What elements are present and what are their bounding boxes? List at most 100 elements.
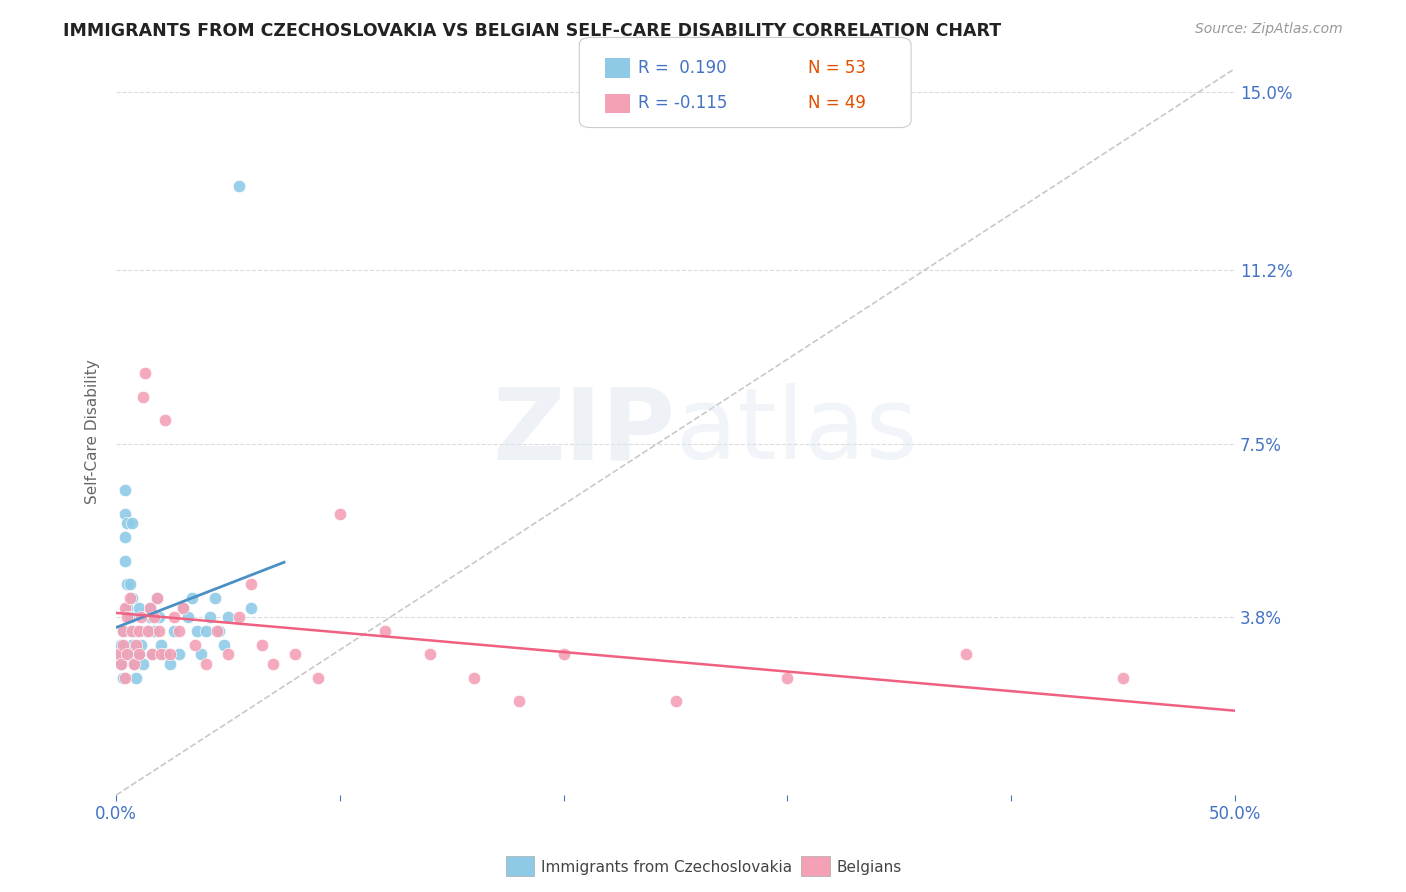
Point (117, 600, 139, 615)
Point (128, 624, 150, 638)
Text: N = 49: N = 49 (808, 95, 866, 112)
Point (163, 624, 186, 638)
Point (139, 600, 162, 615)
Point (139, 600, 162, 615)
Point (181, 591, 204, 606)
Point (125, 671, 148, 685)
Point (212, 638, 235, 652)
Point (172, 600, 194, 615)
Text: R =  0.190: R = 0.190 (638, 59, 727, 77)
Point (132, 390, 155, 404)
Point (122, 657, 145, 671)
Point (1112, 671, 1135, 685)
Point (200, 610, 222, 624)
Point (239, 577, 262, 591)
Point (250, 638, 273, 652)
Point (194, 657, 217, 671)
Point (159, 657, 181, 671)
Text: Immigrants from Czechoslovakia: Immigrants from Czechoslovakia (541, 860, 793, 874)
Point (148, 624, 170, 638)
Point (118, 610, 141, 624)
Point (262, 657, 284, 671)
Point (172, 600, 194, 615)
Point (125, 638, 148, 652)
Point (107, 648, 129, 662)
Point (134, 624, 156, 638)
Point (228, 610, 250, 624)
Point (284, 648, 307, 662)
Point (114, 530, 136, 544)
Point (114, 671, 136, 685)
Point (118, 577, 141, 591)
Point (129, 638, 152, 652)
Point (155, 648, 177, 662)
Point (177, 610, 200, 624)
Point (111, 648, 134, 662)
Point (190, 648, 212, 662)
Point (159, 648, 181, 662)
Point (141, 648, 163, 662)
Point (125, 624, 148, 638)
Point (107, 648, 129, 662)
Point (163, 610, 186, 624)
Point (139, 610, 162, 624)
Point (150, 638, 173, 652)
Point (329, 507, 352, 521)
Point (418, 648, 440, 662)
Point (228, 178, 250, 193)
Point (217, 648, 239, 662)
Point (110, 657, 132, 671)
Text: Belgians: Belgians (837, 860, 901, 874)
Y-axis label: Self-Care Disability: Self-Care Disability (86, 359, 100, 504)
Point (155, 413, 177, 427)
Point (114, 483, 136, 498)
Point (132, 657, 155, 671)
Point (111, 624, 134, 638)
Point (111, 671, 134, 685)
Point (121, 624, 143, 638)
Point (136, 624, 159, 638)
Point (239, 600, 262, 615)
Point (205, 624, 228, 638)
Point (217, 610, 239, 624)
Point (121, 638, 143, 652)
Point (129, 610, 152, 624)
Point (136, 624, 159, 638)
Point (194, 624, 217, 638)
Point (148, 610, 170, 624)
Point (204, 591, 226, 606)
Point (121, 516, 143, 531)
Point (111, 638, 134, 652)
Point (122, 648, 145, 662)
Point (118, 591, 141, 606)
Point (122, 657, 145, 671)
Text: IMMIGRANTS FROM CZECHOSLOVAKIA VS BELGIAN SELF-CARE DISABILITY CORRELATION CHART: IMMIGRANTS FROM CZECHOSLOVAKIA VS BELGIA… (63, 22, 1001, 40)
Point (143, 610, 166, 624)
Point (121, 591, 143, 606)
Point (110, 657, 132, 671)
Point (145, 591, 167, 606)
Point (665, 694, 688, 708)
Point (150, 648, 173, 662)
Point (776, 671, 799, 685)
Text: N = 53: N = 53 (808, 59, 866, 77)
Point (128, 648, 150, 662)
Point (134, 366, 156, 380)
Point (167, 648, 190, 662)
Point (183, 638, 205, 652)
Point (111, 624, 134, 638)
Text: R = -0.115: R = -0.115 (638, 95, 728, 112)
Point (145, 591, 167, 606)
Point (955, 648, 977, 662)
Point (143, 624, 166, 638)
Point (117, 648, 139, 662)
Point (141, 648, 163, 662)
Point (114, 554, 136, 568)
Point (128, 600, 150, 615)
Point (118, 624, 141, 638)
Point (374, 624, 396, 638)
Point (117, 610, 139, 624)
Point (508, 694, 530, 708)
Point (186, 624, 208, 638)
Text: Source: ZipAtlas.com: Source: ZipAtlas.com (1195, 22, 1343, 37)
